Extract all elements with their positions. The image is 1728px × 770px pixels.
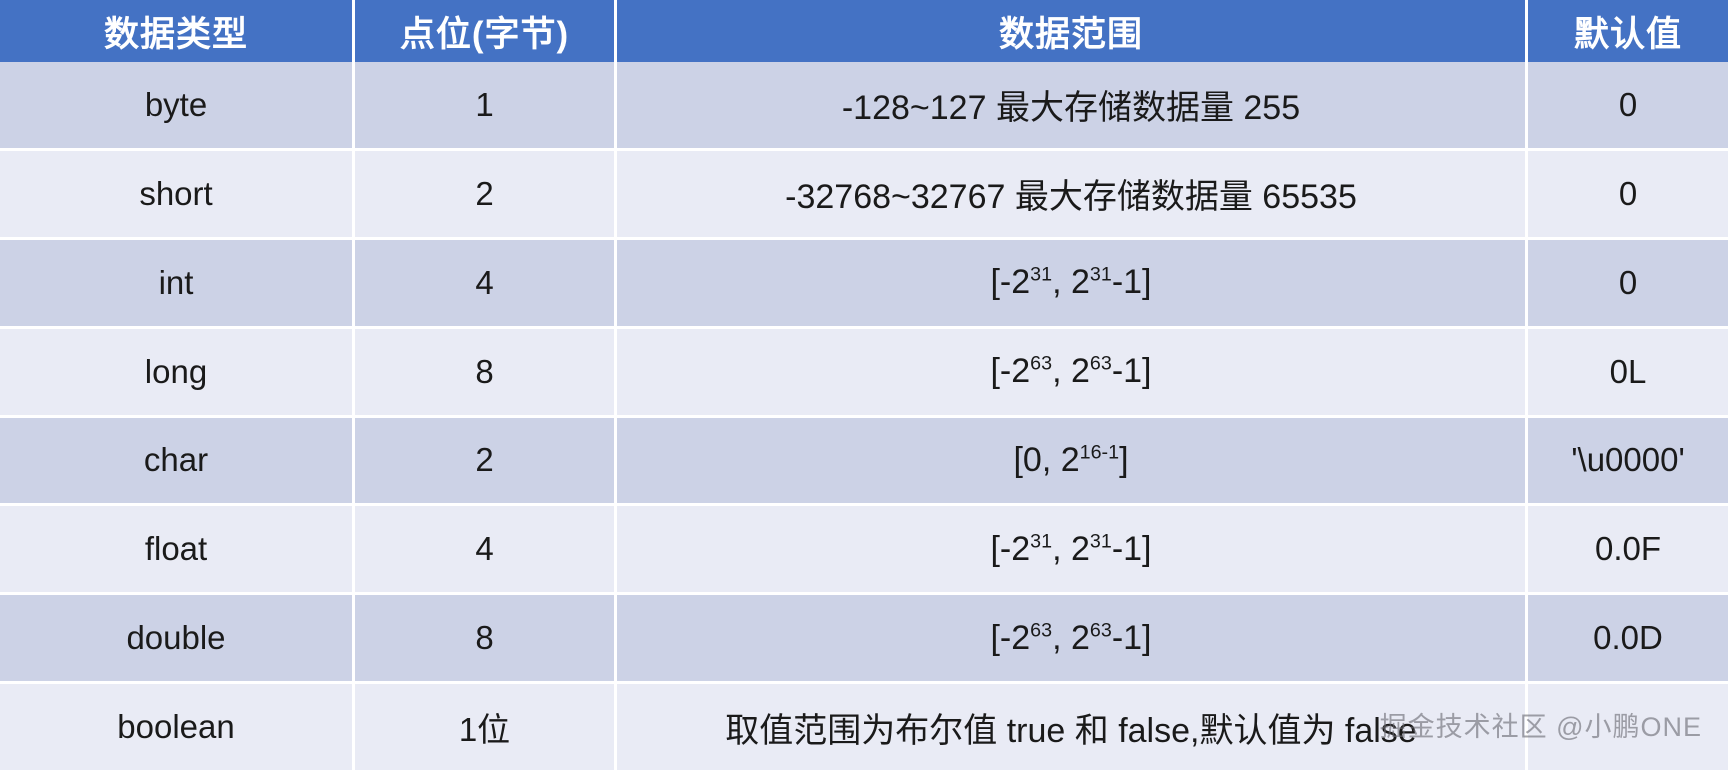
column-header-byte-size: 点位(字节) <box>355 0 617 62</box>
range-suffix: -1] <box>1111 263 1152 302</box>
cell-data-range: [0, 216-1] <box>617 417 1528 507</box>
cell-data-type: short <box>0 150 355 240</box>
table-row: boolean 1位 取值范围为布尔值 true 和 false,默认值为 fa… <box>0 684 1728 770</box>
cell-data-type: int <box>0 239 355 329</box>
range-prefix: -32768~32767 最大存储数据量 65535 <box>785 178 1357 217</box>
cell-data-range: [-231, 231-1] <box>617 239 1528 329</box>
cell-data-range: [-263, 263-1] <box>617 328 1528 418</box>
cell-byte-size: 4 <box>355 506 617 596</box>
cell-default-value: 0L <box>1528 328 1728 418</box>
cell-default-value: 0.0D <box>1528 595 1728 685</box>
range-prefix: 取值范围为布尔值 true 和 false,默认值为 false <box>725 711 1417 750</box>
table-row: char 2 [0, 216-1] '\u0000' <box>0 417 1728 507</box>
cell-byte-size: 1位 <box>355 684 617 770</box>
cell-default-value: 0.0F <box>1528 506 1728 596</box>
range-mid: , 2 <box>1052 618 1090 657</box>
cell-byte-size: 8 <box>355 595 617 685</box>
range-prefix: [0, 2 <box>1013 440 1080 479</box>
range-prefix: [-2 <box>990 529 1031 568</box>
range-prefix: -128~127 最大存储数据量 255 <box>841 89 1301 128</box>
cell-default-value: 0 <box>1528 150 1728 240</box>
table-header: 数据类型 点位(字节) 数据范围 默认值 <box>0 0 1728 62</box>
table-row: long 8 [-263, 263-1] 0L <box>0 328 1728 418</box>
range-mid: , 2 <box>1052 529 1090 568</box>
cell-data-range: [-231, 231-1] <box>617 506 1528 596</box>
column-header-data-type: 数据类型 <box>0 0 355 62</box>
cell-byte-size: 8 <box>355 328 617 418</box>
table-row: float 4 [-231, 231-1] 0.0F <box>0 506 1728 596</box>
range-suffix: -1] <box>1111 529 1152 568</box>
cell-byte-size: 2 <box>355 150 617 240</box>
range-suffix: ] <box>1119 440 1129 479</box>
cell-default-value <box>1528 684 1728 770</box>
cell-default-value: 0 <box>1528 239 1728 329</box>
cell-data-type: long <box>0 328 355 418</box>
cell-data-type: char <box>0 417 355 507</box>
range-exponent-1: 63 <box>1030 619 1053 642</box>
cell-byte-size: 4 <box>355 239 617 329</box>
range-suffix: -1] <box>1111 352 1152 391</box>
range-exponent-1: 31 <box>1030 263 1053 286</box>
table-body: byte 1 -128~127 最大存储数据量 255 0 short 2 -3… <box>0 62 1728 770</box>
range-suffix: -1] <box>1111 618 1152 657</box>
range-prefix: [-2 <box>990 618 1031 657</box>
cell-data-type: byte <box>0 62 355 151</box>
cell-byte-size: 1 <box>355 62 617 151</box>
range-mid: , 2 <box>1052 352 1090 391</box>
table-row: short 2 -32768~32767 最大存储数据量 65535 0 <box>0 150 1728 240</box>
table-row: byte 1 -128~127 最大存储数据量 255 0 <box>0 62 1728 151</box>
table-row: double 8 [-263, 263-1] 0.0D <box>0 595 1728 685</box>
cell-byte-size: 2 <box>355 417 617 507</box>
range-exponent-1: 16-1 <box>1079 441 1120 464</box>
range-exponent-2: 63 <box>1089 352 1112 375</box>
range-exponent-1: 31 <box>1030 530 1053 553</box>
cell-default-value: '\u0000' <box>1528 417 1728 507</box>
range-prefix: [-2 <box>990 352 1031 391</box>
range-exponent-2: 31 <box>1089 530 1112 553</box>
column-header-default-value: 默认值 <box>1528 0 1728 62</box>
cell-default-value: 0 <box>1528 62 1728 151</box>
range-mid: , 2 <box>1052 263 1090 302</box>
table-row: int 4 [-231, 231-1] 0 <box>0 239 1728 329</box>
cell-data-type: double <box>0 595 355 685</box>
column-header-data-range: 数据范围 <box>617 0 1528 62</box>
cell-data-range: -128~127 最大存储数据量 255 <box>617 62 1528 151</box>
cell-data-range: [-263, 263-1] <box>617 595 1528 685</box>
range-exponent-1: 63 <box>1030 352 1053 375</box>
cell-data-range: 取值范围为布尔值 true 和 false,默认值为 false <box>617 684 1528 770</box>
cell-data-type: boolean <box>0 684 355 770</box>
range-exponent-2: 63 <box>1089 619 1112 642</box>
cell-data-range: -32768~32767 最大存储数据量 65535 <box>617 150 1528 240</box>
cell-data-type: float <box>0 506 355 596</box>
range-exponent-2: 31 <box>1089 263 1112 286</box>
table-header-row: 数据类型 点位(字节) 数据范围 默认值 <box>0 0 1728 62</box>
range-prefix: [-2 <box>990 263 1031 302</box>
